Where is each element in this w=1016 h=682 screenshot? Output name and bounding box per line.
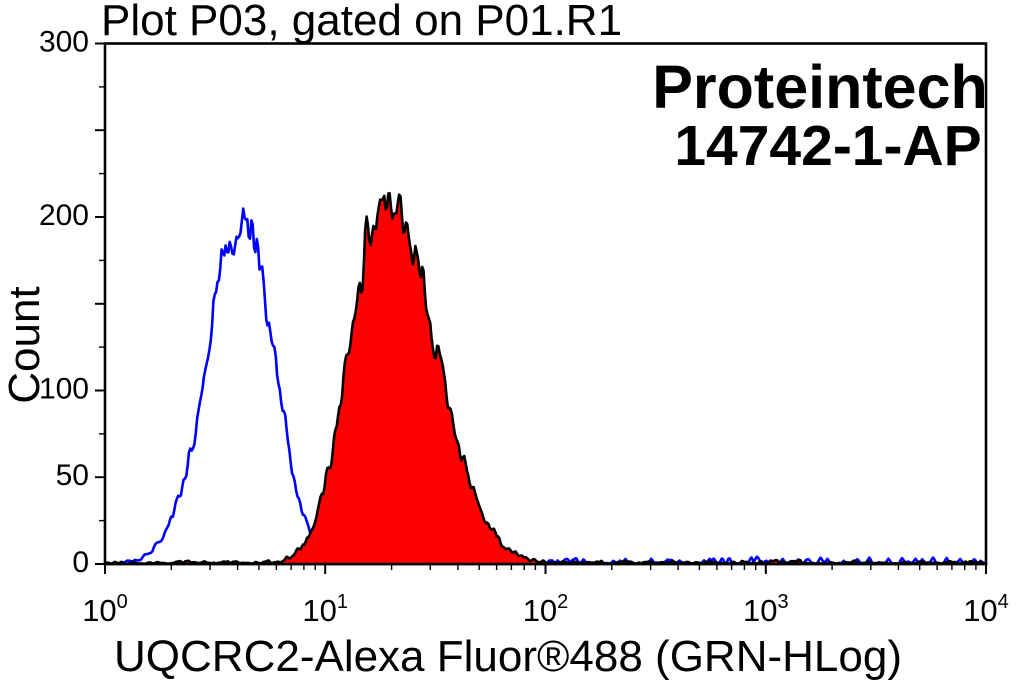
svg-text:300: 300 [39, 25, 89, 58]
svg-text:50: 50 [56, 459, 89, 492]
svg-text:0: 0 [72, 546, 89, 579]
svg-text:200: 200 [39, 199, 89, 232]
